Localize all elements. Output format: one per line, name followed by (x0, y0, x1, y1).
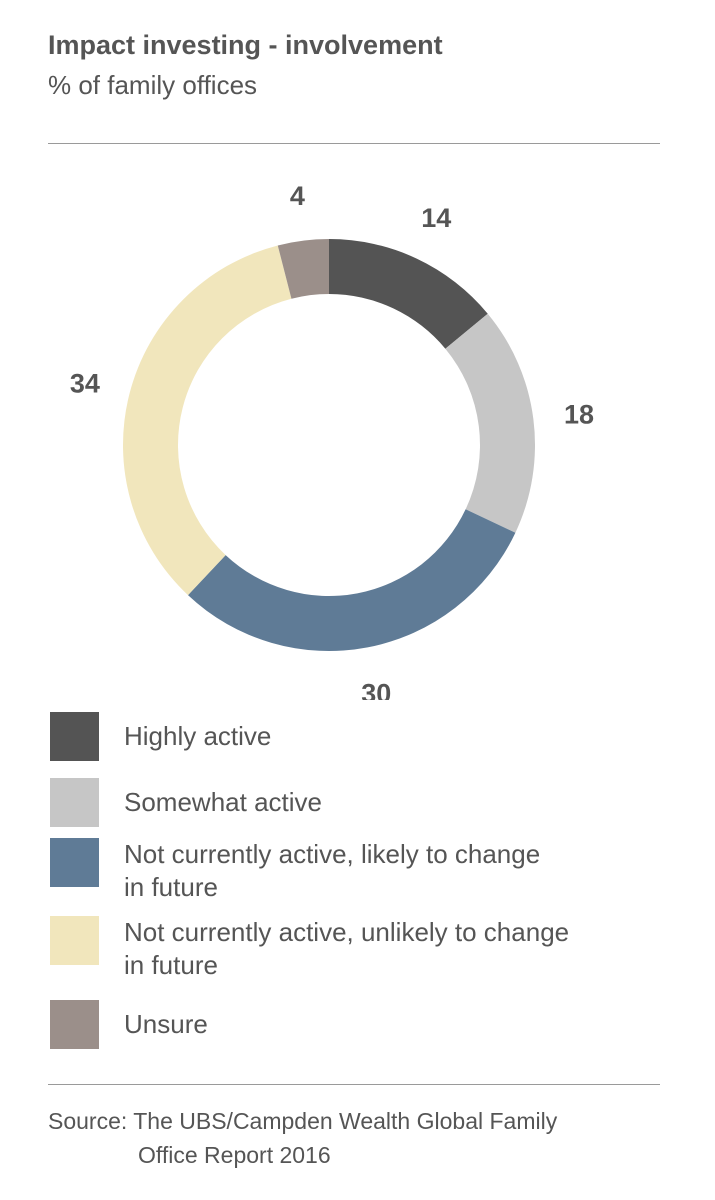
legend-swatch-somewhat-active (50, 778, 99, 827)
legend-item-likely-to-change: Not currently active, likely to change i… (50, 838, 660, 904)
slice-somewhat-active (445, 313, 535, 533)
legend: Highly active Somewhat active Not curren… (50, 712, 660, 1066)
legend-label-unlikely-to-change: Not currently active, unlikely to change… (124, 917, 570, 980)
data-label-unlikely-to-change: 34 (70, 368, 100, 398)
donut-chart: 14 18 30 34 4 (70, 181, 594, 700)
slice-likely-to-change (187, 509, 516, 651)
data-label-unsure: 4 (290, 181, 305, 211)
source-line-1: Source: The UBS/Campden Wealth Global Fa… (48, 1108, 558, 1134)
legend-item-unlikely-to-change: Not currently active, unlikely to change… (50, 916, 660, 982)
legend-item-unsure: Unsure (50, 1000, 660, 1049)
slice-highly-active (329, 239, 488, 349)
slice-unsure (277, 239, 329, 299)
legend-label-unsure: Unsure (124, 1009, 208, 1039)
chart-title: Impact investing - involvement (48, 30, 443, 60)
source-note: Source: The UBS/Campden Wealth Global Fa… (48, 1104, 557, 1172)
chart-subtitle: % of family offices (48, 70, 258, 100)
slice-unlikely-to-change (123, 245, 292, 596)
legend-label-highly-active: Highly active (124, 721, 272, 751)
legend-swatch-likely-to-change (50, 838, 99, 887)
legend-label-likely-to-change: Not currently active, likely to change i… (124, 839, 541, 902)
legend-item-somewhat-active: Somewhat active (50, 778, 660, 827)
legend-swatch-unlikely-to-change (50, 916, 99, 965)
legend-swatch-unsure (50, 1000, 99, 1049)
legend-swatch-highly-active (50, 712, 99, 761)
data-label-somewhat-active: 18 (564, 399, 594, 429)
legend-label-somewhat-active: Somewhat active (124, 787, 322, 817)
legend-item-highly-active: Highly active (50, 712, 660, 761)
source-line-2: Office Report 2016 (138, 1142, 331, 1168)
data-label-highly-active: 14 (421, 203, 451, 233)
top-divider (48, 143, 660, 144)
bottom-divider (48, 1084, 660, 1085)
data-label-likely-to-change: 30 (361, 679, 391, 700)
